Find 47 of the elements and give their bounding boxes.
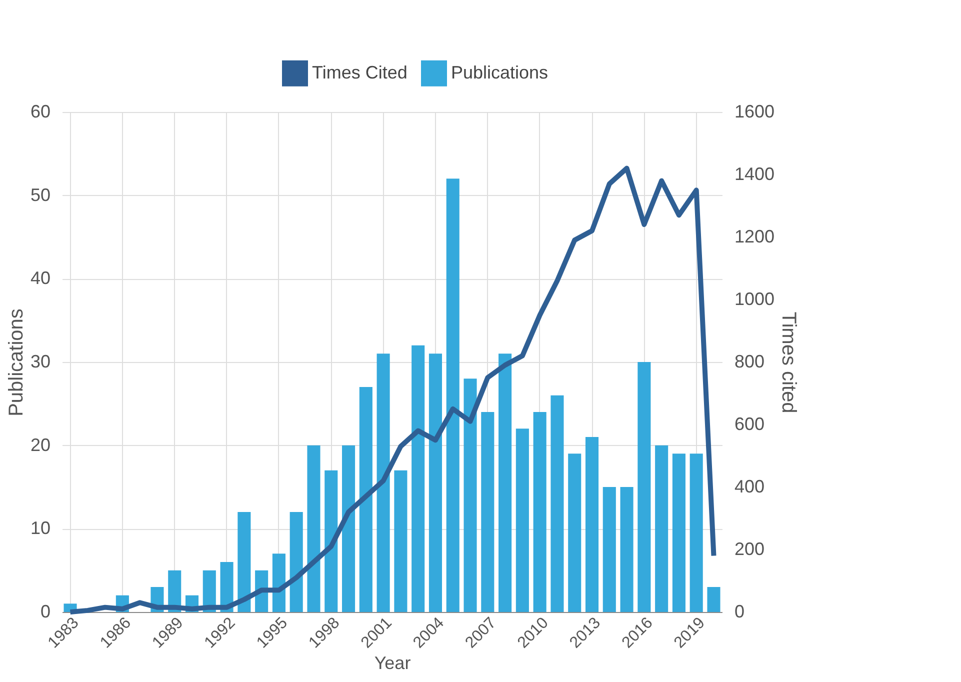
bar [307, 445, 320, 612]
y-tick-label: 20 [30, 434, 50, 455]
y2-tick-label: 200 [734, 539, 765, 559]
y2-tick-label: 400 [734, 476, 765, 496]
y2-tick-label: 1000 [734, 289, 775, 309]
y2-tick-label: 1400 [734, 164, 775, 184]
y-tick-label: 60 [30, 102, 50, 122]
bar [672, 454, 686, 612]
y-axis-title: Publications [5, 308, 28, 416]
bar [446, 178, 460, 612]
bar [620, 487, 634, 612]
bar [238, 512, 251, 612]
bar [655, 445, 668, 612]
y-tick-label: 0 [40, 602, 50, 622]
bar [550, 395, 564, 612]
y2-tick-label: 1200 [734, 226, 775, 246]
bar [290, 512, 303, 612]
y-tick-label: 40 [30, 268, 50, 288]
x-axis-title: Year [374, 652, 411, 673]
bar [533, 412, 546, 612]
bar [342, 445, 356, 612]
legend-label: Publications [451, 62, 548, 82]
bar [428, 354, 442, 612]
bar [412, 345, 425, 612]
bar [481, 412, 494, 612]
y-tick-label: 30 [30, 352, 50, 372]
bar [376, 354, 390, 612]
y2-tick-label: 800 [734, 352, 765, 372]
bar [324, 470, 338, 612]
bar [585, 437, 599, 612]
bar [707, 587, 720, 612]
bar [638, 362, 651, 612]
bar [359, 387, 372, 612]
y2-axis-title: Times cited [778, 312, 800, 414]
y2-tick-label: 1600 [734, 102, 775, 122]
bar [394, 470, 408, 612]
bar [464, 378, 477, 612]
legend-label: Times Cited [312, 62, 408, 82]
y2-tick-label: 600 [734, 414, 765, 434]
y2-tick-label: 0 [734, 602, 745, 622]
bar [602, 487, 616, 612]
y-tick-label: 10 [30, 518, 50, 538]
y-tick-label: 50 [30, 184, 50, 205]
bar [516, 428, 529, 612]
bar [568, 454, 582, 612]
bar [690, 454, 703, 612]
bar [498, 354, 512, 612]
